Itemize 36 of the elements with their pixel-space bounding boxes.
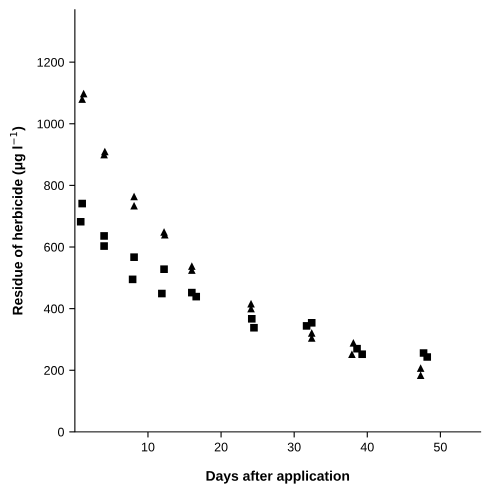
point: [130, 202, 138, 210]
y-tick-label: 600: [44, 242, 64, 252]
point: [192, 292, 200, 300]
point: [353, 344, 361, 352]
y-axis-title: Residue of herbicide (μg l$^{−1}$): [10, 126, 26, 315]
point: [308, 319, 316, 327]
point: [160, 265, 168, 273]
point: [100, 242, 108, 250]
point: [80, 90, 88, 98]
y-tick-label: 400: [44, 304, 64, 314]
point: [101, 148, 109, 156]
point: [423, 353, 432, 361]
point: [250, 324, 258, 332]
point: [130, 253, 138, 261]
x-tick-label: 10: [142, 442, 154, 452]
point: [100, 232, 108, 240]
point: [348, 350, 356, 358]
point: [358, 350, 366, 358]
point: [158, 290, 166, 298]
y-tick-label: 200: [44, 366, 64, 375]
y-tick-label: 1200: [38, 58, 64, 67]
y-tick-label: 800: [44, 181, 64, 190]
x-tick-label: 40: [360, 442, 374, 452]
point: [128, 276, 136, 284]
point: [78, 200, 86, 208]
x-tick-label: 20: [214, 442, 228, 452]
point: [416, 364, 424, 372]
y-tick-label: 0: [58, 428, 64, 437]
point: [76, 218, 85, 226]
y-tick-label: 1000: [38, 120, 64, 128]
x-axis-title: Days after application: [206, 470, 350, 484]
point: [130, 192, 138, 200]
point: [248, 315, 256, 323]
x-tick-label: 50: [434, 442, 447, 452]
x-tick-label: 30: [288, 442, 301, 452]
point: [416, 371, 424, 379]
